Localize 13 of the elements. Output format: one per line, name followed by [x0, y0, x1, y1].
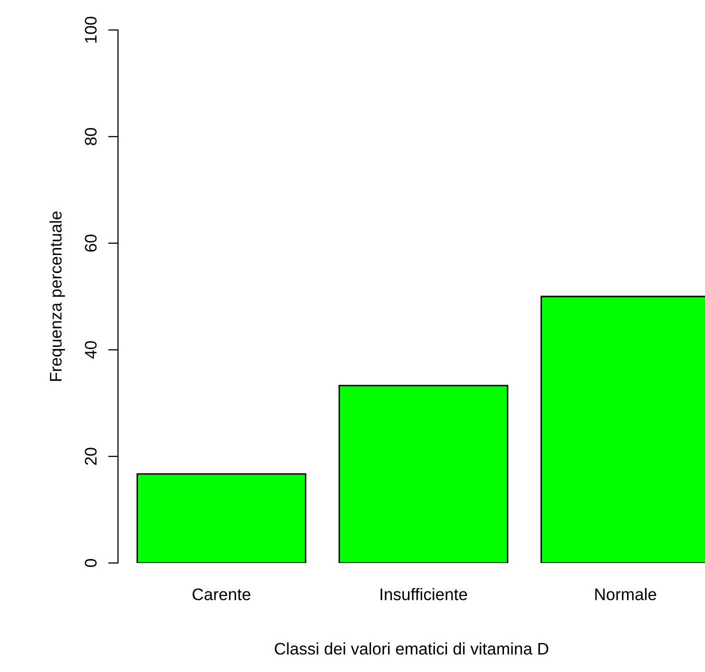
y-tick-label: 0	[84, 559, 97, 567]
bar	[136, 473, 306, 563]
x-tick-label: Insufficiente	[380, 588, 468, 600]
y-tick-label: 20	[84, 448, 97, 465]
y-tick-label: 40	[84, 341, 97, 359]
y-tick-label: 60	[84, 234, 97, 252]
x-tick-label: Carente	[192, 588, 250, 600]
y-tick-label: 80	[84, 128, 97, 146]
y-axis-title: Frequenza percentuale	[49, 212, 65, 381]
bar	[338, 384, 508, 563]
x-axis-title: Classi dei valori ematici di vitamina D	[274, 642, 548, 655]
y-tick-label: 100	[84, 16, 97, 43]
x-tick-label: Normale	[595, 588, 656, 600]
